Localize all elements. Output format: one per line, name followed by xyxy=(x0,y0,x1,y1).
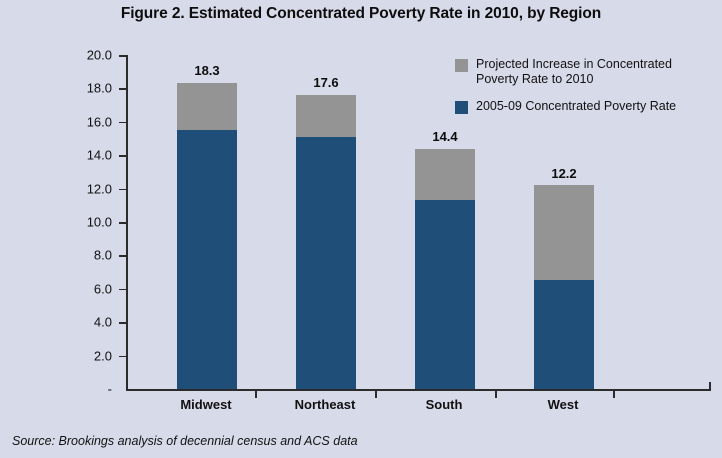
bar-segment-northeast-base[interactable] xyxy=(296,136,356,389)
x-axis-endcap-tick xyxy=(709,382,711,390)
x-tick-label-midwest: Midwest xyxy=(180,397,232,412)
legend-item-2005-09-rate[interactable]: 2005-09 Concentrated Poverty Rate xyxy=(455,99,710,114)
bar-segment-northeast-increase[interactable] xyxy=(296,95,356,137)
x-axis-tick-west xyxy=(613,390,615,398)
y-tick-label-10: 10.0 xyxy=(86,214,112,230)
bar-group-midwest[interactable] xyxy=(177,83,237,389)
bar-group-south[interactable] xyxy=(415,148,475,389)
bar-group-northeast[interactable] xyxy=(296,95,356,389)
x-axis-line xyxy=(126,389,711,391)
bar-total-label-south: 14.4 xyxy=(432,129,458,144)
x-axis-tick-midwest xyxy=(255,390,257,398)
y-axis-tick-20 xyxy=(119,55,126,57)
y-axis-tick-8 xyxy=(119,255,126,257)
y-axis-tick-12 xyxy=(119,188,126,191)
legend-item-projected-increase[interactable]: Projected Increase in Concentrated Pover… xyxy=(455,57,710,87)
y-axis-tick-4 xyxy=(119,322,126,324)
y-tick-label-2: 2.0 xyxy=(93,348,112,364)
bar-segment-south-increase[interactable] xyxy=(415,148,475,201)
y-tick-label-20: 20.0 xyxy=(86,47,112,63)
chart-legend: Projected Increase in Concentrated Pover… xyxy=(455,57,710,126)
legend-label-2005-09-rate: 2005-09 Concentrated Poverty Rate xyxy=(476,99,677,113)
y-axis-tick-18 xyxy=(119,88,126,90)
bar-segment-west-base[interactable] xyxy=(534,280,594,389)
y-axis-tick-10 xyxy=(119,222,126,224)
legend-label-projected-increase: Projected Increase in Concentrated Pover… xyxy=(476,57,672,86)
y-tick-label-0: - xyxy=(107,381,112,397)
page-title: Figure 2. Estimated Concentrated Poverty… xyxy=(120,5,602,22)
x-tick-label-west: West xyxy=(547,397,579,412)
y-tick-label-12: 12.0 xyxy=(86,181,112,197)
bar-segment-midwest-base[interactable] xyxy=(177,130,237,389)
bar-total-label-west: 12.2 xyxy=(551,166,577,181)
x-tick-label-northeast: Northeast xyxy=(294,397,356,412)
y-tick-label-4: 4.0 xyxy=(93,314,112,330)
x-axis-tick-northeast xyxy=(375,390,377,398)
x-tick-label-south: South xyxy=(425,397,463,412)
bar-group-west[interactable] xyxy=(534,185,594,389)
bar-total-label-northeast: 17.6 xyxy=(313,75,339,90)
bar-segment-west-increase[interactable] xyxy=(534,185,594,281)
y-tick-label-8: 8.0 xyxy=(93,247,112,263)
y-axis-line xyxy=(126,55,128,390)
y-tick-label-18: 18.0 xyxy=(86,80,112,96)
bar-segment-midwest-increase[interactable] xyxy=(177,83,237,131)
y-axis-tick-14 xyxy=(119,155,126,157)
y-tick-label-14: 14.0 xyxy=(86,147,112,163)
bar-segment-south-base[interactable] xyxy=(415,200,475,389)
y-tick-label-6: 6.0 xyxy=(93,281,112,297)
y-tick-label-16: 16.0 xyxy=(86,114,112,130)
y-axis-tick-16 xyxy=(119,121,126,124)
y-axis-tick-6 xyxy=(119,288,126,291)
bar-total-label-midwest: 18.3 xyxy=(194,63,220,78)
legend-swatch-projected-increase-icon xyxy=(455,59,468,72)
x-axis-tick-south xyxy=(495,390,497,398)
y-axis-tick-2 xyxy=(119,355,126,358)
y-axis-labels: - 2.0 4.0 6.0 8.0 10.0 12.0 14.0 16.0 18… xyxy=(50,0,112,458)
source-note: Source: Brookings analysis of decennial … xyxy=(12,434,358,448)
legend-swatch-2005-09-rate-icon xyxy=(455,101,468,114)
